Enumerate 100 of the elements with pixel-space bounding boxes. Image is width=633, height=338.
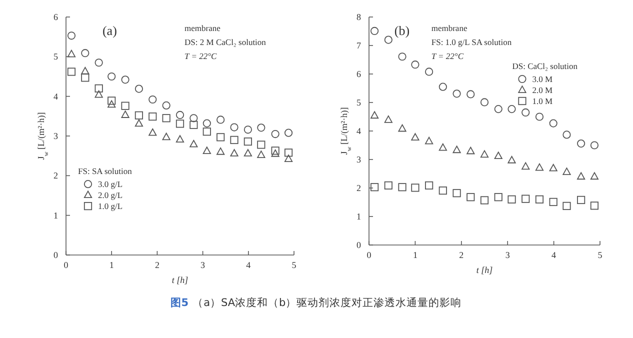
point <box>230 149 238 156</box>
point <box>162 114 170 122</box>
y-tick-label: 4 <box>54 91 58 102</box>
point <box>271 149 280 157</box>
point <box>466 90 475 98</box>
x-axis-title: t [h] <box>476 265 494 275</box>
point <box>176 135 184 143</box>
point <box>438 143 447 151</box>
point <box>257 140 266 149</box>
point <box>398 183 406 192</box>
point <box>134 84 144 93</box>
point <box>562 168 571 176</box>
y-tick-label: 8 <box>356 12 362 22</box>
point <box>121 102 130 110</box>
x-tick-label: 1 <box>412 250 418 260</box>
text: （a）SA浓度和（b）驱动剂浓度对正渗透水通量的影响 <box>192 296 462 309</box>
point <box>67 68 76 76</box>
point <box>549 164 558 172</box>
point <box>425 136 434 144</box>
point <box>466 146 475 154</box>
point <box>94 58 103 67</box>
point <box>81 74 90 82</box>
point <box>81 49 90 58</box>
point <box>108 100 116 108</box>
point <box>81 66 90 74</box>
point <box>230 123 238 132</box>
annotation: (b) <box>394 23 410 38</box>
annotation: DS: 2 M CaCl₂ solution <box>184 37 267 47</box>
point <box>257 150 266 158</box>
point <box>535 195 544 204</box>
point <box>176 120 184 128</box>
point <box>284 148 293 157</box>
point <box>590 141 599 150</box>
y-tick-label: 3 <box>54 131 58 141</box>
point <box>384 115 392 123</box>
point <box>411 184 420 192</box>
point <box>425 68 434 76</box>
point <box>216 133 225 142</box>
point <box>480 98 489 106</box>
point <box>384 36 392 44</box>
point <box>494 193 502 202</box>
x-tick-label: 2 <box>154 260 160 270</box>
point <box>535 163 544 171</box>
point <box>370 111 379 119</box>
point <box>452 90 461 98</box>
point <box>121 110 130 118</box>
point <box>148 128 157 136</box>
x-tick-label: 0 <box>366 250 372 260</box>
point <box>562 202 571 210</box>
point <box>216 147 225 155</box>
annotation: (a) <box>102 23 117 38</box>
y-tick-label: 5 <box>54 52 58 62</box>
point <box>590 172 599 180</box>
point <box>244 149 252 156</box>
x-tick-label: 2 <box>459 250 464 260</box>
point <box>466 193 475 202</box>
point <box>148 95 157 104</box>
point <box>590 202 599 210</box>
x-tick-label: 0 <box>64 260 69 270</box>
point <box>162 132 170 140</box>
point <box>202 119 211 128</box>
point <box>108 96 116 105</box>
point <box>67 50 76 58</box>
y-tick-label: 6 <box>356 69 362 79</box>
point <box>577 196 586 204</box>
point <box>398 52 406 61</box>
point <box>284 154 293 162</box>
legend-label: 1.0 M <box>532 96 553 106</box>
point <box>190 140 198 148</box>
point <box>94 84 103 92</box>
point <box>480 150 489 158</box>
y-tick-label: 5 <box>356 98 362 108</box>
point <box>94 90 103 98</box>
point <box>562 130 571 139</box>
y-tick-label: 3 <box>356 154 362 164</box>
point <box>508 156 516 164</box>
point <box>549 119 558 128</box>
point <box>67 32 76 40</box>
point <box>411 133 420 141</box>
point <box>577 172 586 180</box>
y-tick-label: 0 <box>356 240 362 250</box>
legend-label: 2.0 M <box>532 85 553 95</box>
y-tick-label: 1 <box>54 210 58 220</box>
annotation: membrane <box>184 23 221 33</box>
x-tick-label: 5 <box>598 250 603 260</box>
point <box>522 108 530 117</box>
legend-label: 2.0 g/L <box>98 190 123 200</box>
point <box>216 116 225 124</box>
legend-title: DS: CaCl₂ solution <box>512 61 578 71</box>
point <box>108 72 116 81</box>
point <box>577 139 586 148</box>
x-tick-label: 5 <box>292 260 297 270</box>
point <box>508 105 516 114</box>
legend-label: 3.0 g/L <box>98 179 123 190</box>
annotation: FS: 1.0 g/L SA solution <box>431 37 512 47</box>
point <box>494 105 502 114</box>
point <box>522 162 530 170</box>
point <box>438 186 447 195</box>
point <box>425 181 434 190</box>
point <box>176 110 184 120</box>
